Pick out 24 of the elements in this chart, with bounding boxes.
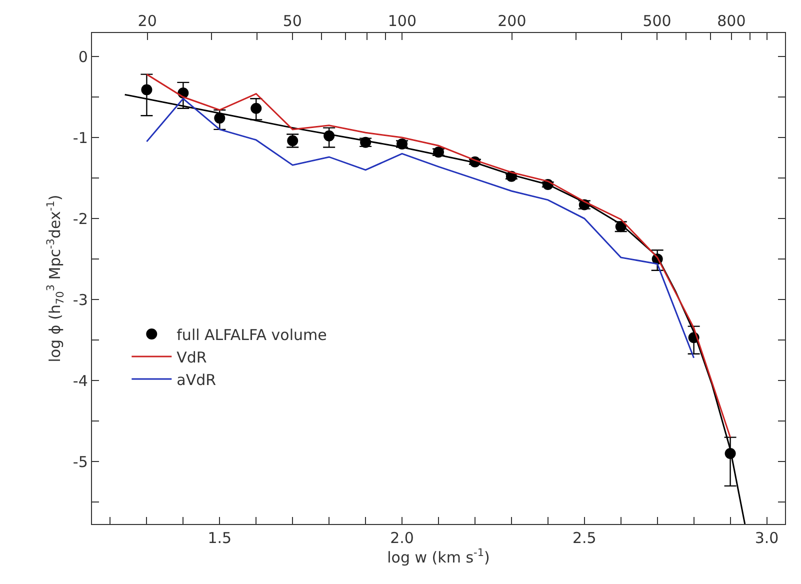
- y-tick-label: -5: [72, 452, 88, 471]
- point: [214, 112, 226, 124]
- legend-label: aVdR: [176, 370, 216, 389]
- x-tick-label: 2.5: [572, 529, 596, 548]
- x-axis-title: log w (km s$^{-1}$): [387, 547, 490, 566]
- y-tick-label: -4: [72, 372, 88, 390]
- legend-label: full ALFALFA volume: [176, 326, 327, 344]
- x2-tick-label: 200: [498, 12, 526, 30]
- x2-tick-label: 800: [717, 12, 746, 30]
- x-tick-label: 1.5: [208, 529, 232, 548]
- x-tick-label: 2.0: [390, 529, 414, 548]
- y-tick-label: 0: [78, 48, 88, 66]
- point: [250, 102, 262, 114]
- x2-tick-label: 500: [642, 12, 672, 30]
- y-tick-label: -1: [72, 128, 88, 147]
- x2-tick-label: 100: [388, 12, 416, 30]
- line-series: [146, 74, 732, 438]
- y-tick-label: -2: [72, 210, 88, 228]
- point: [141, 84, 152, 96]
- x2-tick-label: 20: [138, 12, 157, 30]
- y-tick-label: -3: [72, 290, 88, 309]
- legend-label: VdR: [176, 348, 207, 366]
- x2-tick-label: 50: [282, 12, 302, 30]
- x-tick-label: 3.0: [754, 529, 779, 548]
